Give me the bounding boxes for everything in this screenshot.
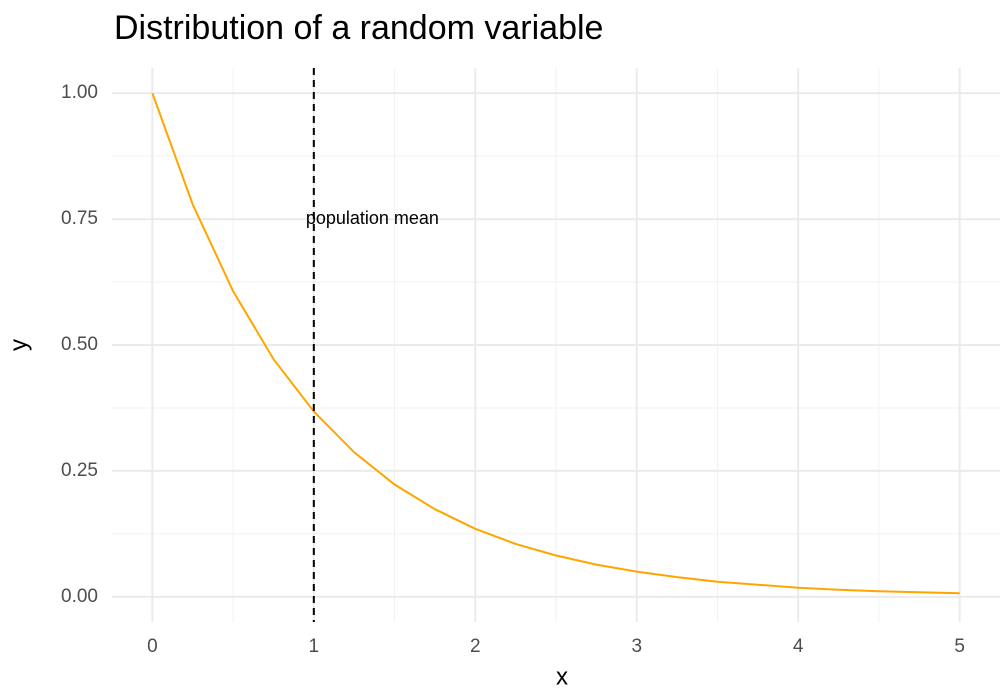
x-tick-label: 0	[147, 636, 158, 657]
chart-title: Distribution of a random variable	[114, 9, 603, 47]
x-tick-label: 2	[470, 636, 481, 657]
y-tick-label: 0.00	[61, 586, 98, 607]
x-tick-label: 4	[793, 636, 804, 657]
y-axis-label: y	[5, 339, 32, 351]
x-tick-label: 3	[631, 636, 642, 657]
y-tick-label: 1.00	[61, 82, 98, 103]
x-tick-label: 1	[309, 636, 320, 657]
y-tick-label: 0.75	[61, 208, 98, 229]
y-tick-label: 0.25	[61, 460, 98, 481]
annotation: population mean	[306, 208, 439, 228]
line	[151, 92, 960, 595]
x-tick-label: 5	[954, 636, 965, 657]
x-axis-label: x	[556, 663, 568, 690]
y-tick-label: 0.50	[61, 334, 98, 355]
